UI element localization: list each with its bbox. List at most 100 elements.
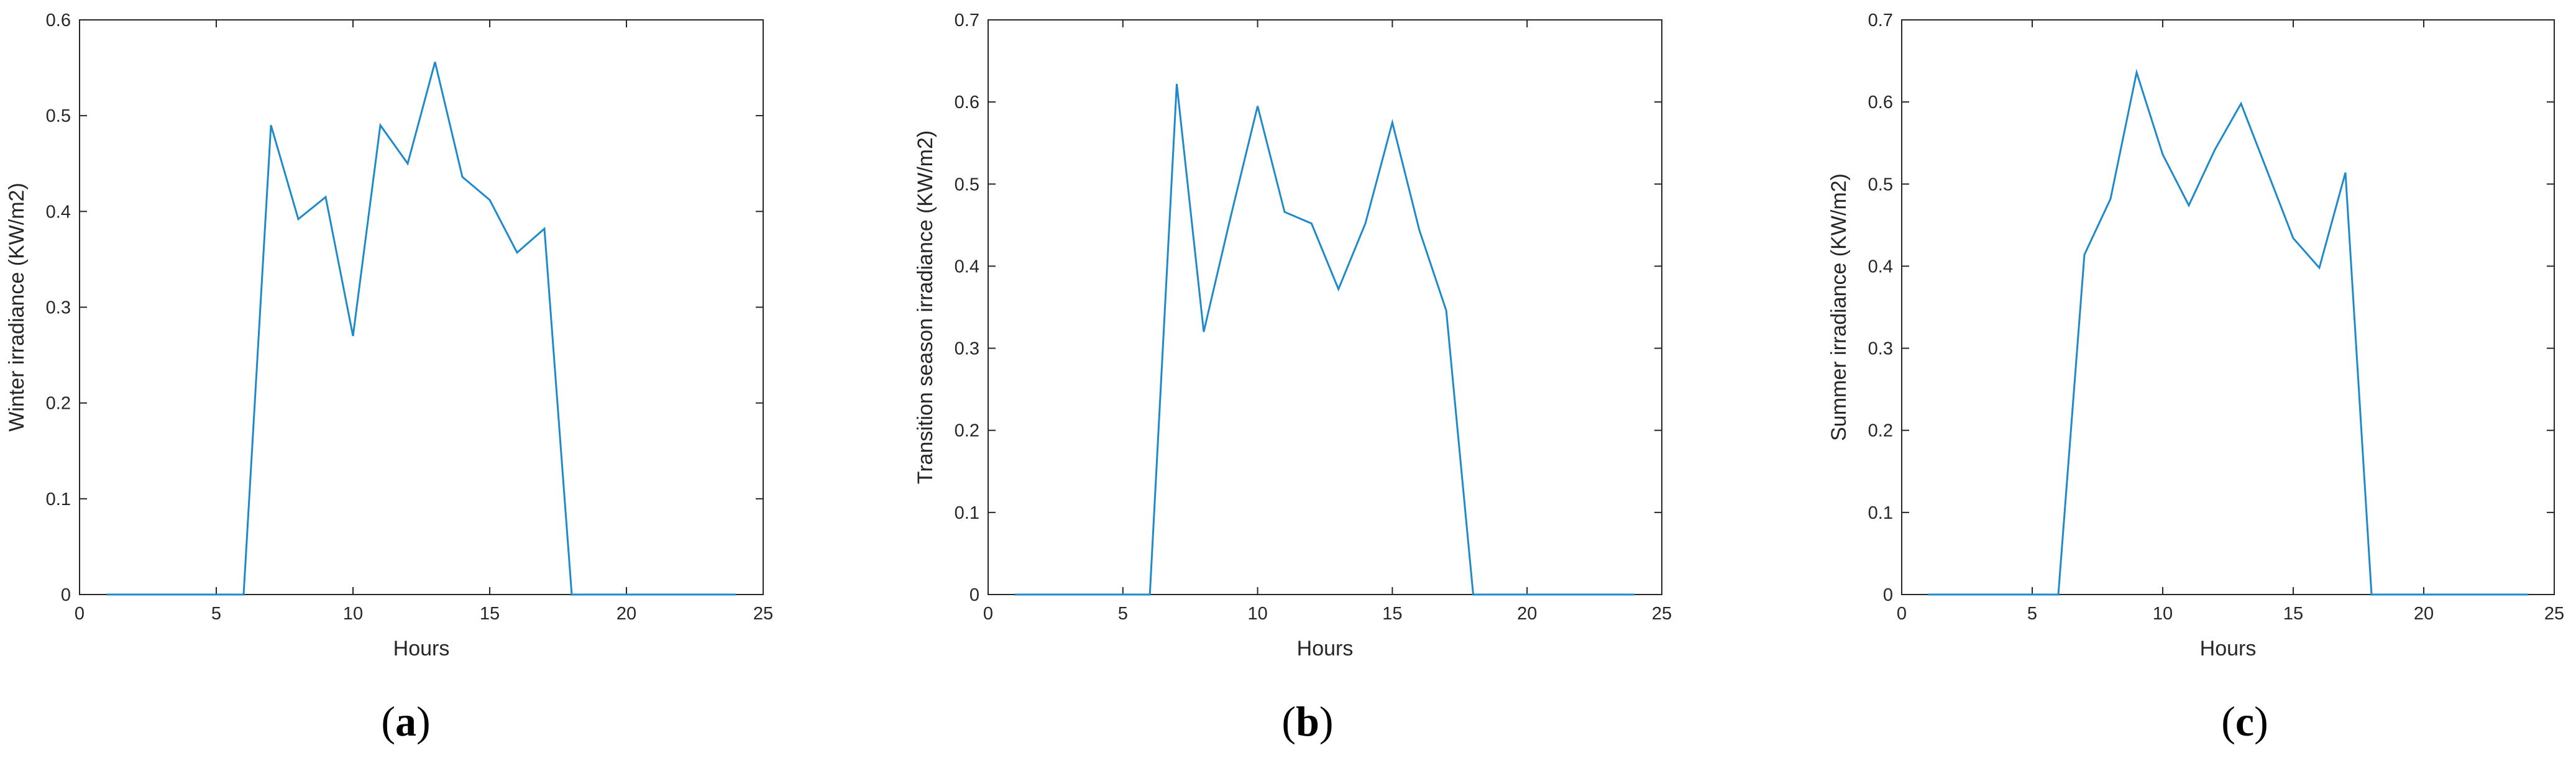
data-point-b-12 <box>1337 287 1341 291</box>
data-point-a-18 <box>597 593 601 596</box>
y-tick-label-c-7: 0.7 <box>1868 11 1893 30</box>
data-point-a-15 <box>515 251 519 255</box>
series-line-a <box>107 62 736 596</box>
data-point-b-19 <box>1525 593 1529 596</box>
y-tick-label-c-1: 0.1 <box>1868 503 1893 523</box>
data-point-c-20 <box>2448 593 2452 596</box>
caption-c: (c) <box>2183 697 2307 746</box>
y-tick-label-b-7: 0.7 <box>955 11 979 30</box>
data-point-a-21 <box>679 593 683 596</box>
y-tick-label-a-1: 0.1 <box>46 490 71 509</box>
data-point-b-17 <box>1471 593 1475 596</box>
y-tick-label-b-5: 0.5 <box>955 175 979 194</box>
data-point-b-1 <box>1040 593 1044 596</box>
x-tick-label-c-3: 15 <box>2283 604 2303 624</box>
x-tick-label-a-2: 10 <box>343 604 363 624</box>
data-point-a-2 <box>160 593 163 596</box>
data-point-b-6 <box>1175 82 1179 86</box>
caption-a-close: ) <box>416 698 431 745</box>
series-line-c <box>1928 68 2528 596</box>
data-point-b-3 <box>1094 593 1098 596</box>
data-point-c-13 <box>2265 169 2269 173</box>
data-point-b-22 <box>1606 593 1610 596</box>
data-point-a-20 <box>652 593 656 596</box>
chart-panel-b: 0 5 10 15 20 25 0 0.1 0.2 0.3 0.4 0.5 0.6 0.7 Hours Tra… <box>859 0 1718 766</box>
data-point-c-16 <box>2344 171 2347 175</box>
data-point-c-7 <box>2109 197 2112 201</box>
series-line-b <box>1015 83 1635 596</box>
data-point-a-7 <box>296 217 300 221</box>
data-point-c-14 <box>2291 237 2295 240</box>
data-point-c-9 <box>2161 153 2165 157</box>
data-point-b-8 <box>1229 215 1232 219</box>
data-point-b-2 <box>1067 593 1071 596</box>
data-point-c-5 <box>2056 593 2060 596</box>
data-point-a-4 <box>214 593 218 596</box>
data-point-c-2 <box>1978 593 1982 596</box>
data-point-c-22 <box>2500 593 2504 596</box>
y-axis-label-c: Summer irradiance (KW/m2) <box>1827 173 1851 441</box>
data-point-a-10 <box>378 124 382 127</box>
data-point-a-3 <box>187 593 191 596</box>
y-tick-label-a-6: 0.6 <box>46 11 71 30</box>
plot-frame-c <box>1901 19 2555 595</box>
data-point-a-23 <box>734 593 738 596</box>
caption-c-letter: c <box>2235 698 2255 745</box>
data-point-a-9 <box>351 334 355 338</box>
y-tick-label-a-0: 0 <box>61 585 71 605</box>
y-tick-label-c-2: 0.2 <box>1868 421 1893 441</box>
chart-a-svg: 0 5 10 15 20 25 0 0.1 0.2 0.3 0.4 0.5 0.6 Hours Winter… <box>5 11 773 660</box>
y-axis-label-a: Winter irradiance (KW/m2) <box>5 183 29 432</box>
x-tick-label-c-2: 10 <box>2153 604 2173 624</box>
data-point-a-1 <box>132 593 136 596</box>
x-tick-label-b-0: 0 <box>983 604 993 624</box>
x-tick-label-a-3: 15 <box>480 604 500 624</box>
x-tick-label-c-5: 25 <box>2544 604 2564 624</box>
data-point-b-23 <box>1633 593 1637 596</box>
data-point-a-14 <box>488 198 492 202</box>
data-point-c-11 <box>2213 148 2217 152</box>
data-point-a-6 <box>269 124 273 127</box>
data-point-b-15 <box>1418 228 1421 232</box>
data-point-a-12 <box>433 60 437 64</box>
chart-panel-c: 0 5 10 15 20 25 0 0.1 0.2 0.3 0.4 0.5 0.6 0.7 Hours Sum… <box>1718 0 2576 766</box>
data-point-b-7 <box>1202 330 1206 334</box>
y-tick-label-c-5: 0.5 <box>1868 175 1893 194</box>
y-tick-label-a-4: 0.4 <box>46 202 71 222</box>
data-point-a-8 <box>324 195 328 199</box>
data-point-b-11 <box>1309 222 1313 226</box>
caption-a-letter: a <box>395 698 416 745</box>
data-point-b-14 <box>1390 121 1394 124</box>
data-point-a-5 <box>242 593 245 596</box>
data-point-b-5 <box>1148 593 1152 596</box>
plot-frame-a <box>79 19 764 595</box>
chart-c-svg: 0 5 10 15 20 25 0 0.1 0.2 0.3 0.4 0.5 0.6 0.7 Hours Sum… <box>1827 11 2564 660</box>
caption-a: (a) <box>344 697 468 746</box>
data-point-b-16 <box>1444 309 1448 312</box>
x-tick-label-a-4: 20 <box>616 604 636 624</box>
y-tick-label-b-6: 0.6 <box>955 93 979 112</box>
x-tick-label-b-4: 20 <box>1517 604 1537 624</box>
caption-b: (b) <box>1245 697 1370 746</box>
y-tick-label-c-0: 0 <box>1883 585 1893 605</box>
y-tick-label-b-2: 0.2 <box>955 421 979 441</box>
x-tick-label-c-1: 5 <box>2027 604 2037 624</box>
y-axis-label-b: Transition season irradiance (KW/m2) <box>914 130 937 484</box>
data-point-b-21 <box>1579 593 1583 596</box>
x-axis-label-a: Hours <box>393 637 450 660</box>
data-point-b-10 <box>1283 210 1286 214</box>
data-point-c-1 <box>1952 593 1956 596</box>
data-point-b-20 <box>1552 593 1556 596</box>
chart-panel-a: 0 5 10 15 20 25 0 0.1 0.2 0.3 0.4 0.5 0.6 Hours Winter… <box>0 0 859 766</box>
x-tick-label-c-4: 20 <box>2414 604 2434 624</box>
data-point-c-12 <box>2239 102 2243 106</box>
data-point-c-3 <box>2004 593 2008 596</box>
data-point-c-18 <box>2396 593 2400 596</box>
data-point-c-15 <box>2317 266 2321 270</box>
x-tick-label-b-5: 25 <box>1652 604 1672 624</box>
x-tick-label-b-1: 5 <box>1118 604 1128 624</box>
data-point-c-8 <box>2135 71 2138 75</box>
data-point-c-6 <box>2083 253 2086 257</box>
x-tick-label-b-2: 10 <box>1247 604 1267 624</box>
data-point-c-0 <box>1926 593 1930 596</box>
